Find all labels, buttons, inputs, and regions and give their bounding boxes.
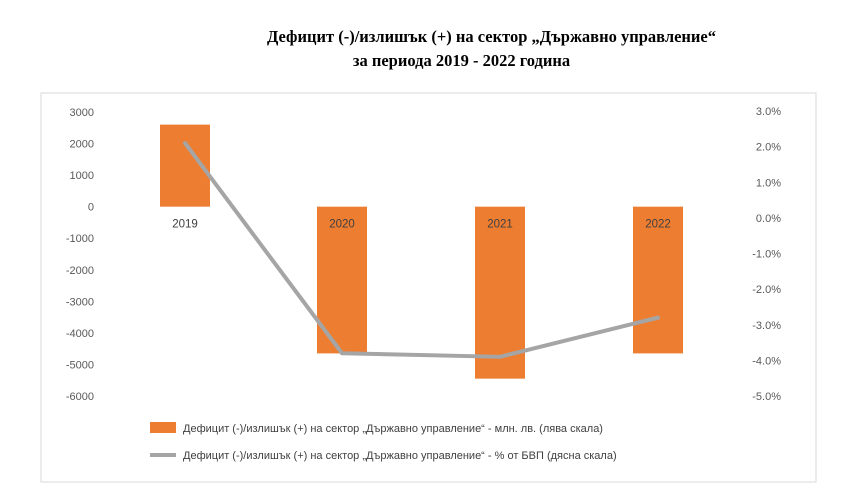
category-label: 2019 — [172, 219, 198, 231]
left-tick-label: -1000 — [66, 233, 94, 245]
right-tick-label: 2.0% — [756, 142, 781, 154]
right-tick-label: 3.0% — [756, 106, 781, 118]
right-tick-label: -3.0% — [752, 320, 781, 332]
bar-series — [160, 124, 683, 379]
left-tick-label: 2000 — [70, 139, 94, 151]
legend: Дефицит (-)/излишък (+) на сектор „Държа… — [150, 422, 617, 462]
left-tick-label: 1000 — [70, 170, 94, 182]
right-tick-label: 1.0% — [756, 177, 781, 189]
category-label: 2022 — [645, 219, 671, 231]
bar — [475, 206, 525, 379]
right-tick-label: 0.0% — [756, 213, 781, 225]
chart-title-line-1: Дефицит (-)/излишък (+) на сектор „Държа… — [266, 27, 717, 46]
right-tick-label: -5.0% — [752, 391, 781, 403]
series-line — [183, 141, 660, 359]
chart-title-line-2: за периода 2019 - 2022 година — [352, 51, 571, 70]
bar — [633, 206, 683, 354]
left-tick-label: 0 — [88, 202, 94, 214]
left-axis: 3000 2000 1000 0 -1000 -2000 -3000 -4000 -5000 -6… — [66, 107, 94, 403]
category-label: 2020 — [329, 219, 355, 231]
left-tick-label: 3000 — [70, 107, 94, 119]
category-axis: 2019 2020 2021 2022 — [172, 219, 671, 231]
chart-border — [40, 92, 817, 483]
left-tick-label: -6000 — [66, 391, 94, 403]
right-tick-label: -2.0% — [752, 284, 781, 296]
legend-label-bars: Дефицит (-)/излишък (+) на сектор „Държа… — [183, 423, 603, 435]
left-tick-label: -5000 — [66, 359, 94, 371]
left-tick-label: -2000 — [66, 265, 94, 277]
line-series — [183, 141, 660, 359]
legend-label-line: Дефицит (-)/излишък (+) на сектор „Държа… — [183, 450, 617, 462]
left-tick-label: -3000 — [66, 296, 94, 308]
right-axis: 3.0% 2.0% 1.0% 0.0% -1.0% -2.0% -3.0% -4.0% -5.0… — [752, 106, 781, 403]
right-tick-label: -1.0% — [752, 249, 781, 261]
right-tick-label: -4.0% — [752, 355, 781, 367]
left-tick-label: -4000 — [66, 328, 94, 340]
category-label: 2021 — [487, 219, 513, 231]
legend-swatch-bars — [150, 422, 176, 433]
